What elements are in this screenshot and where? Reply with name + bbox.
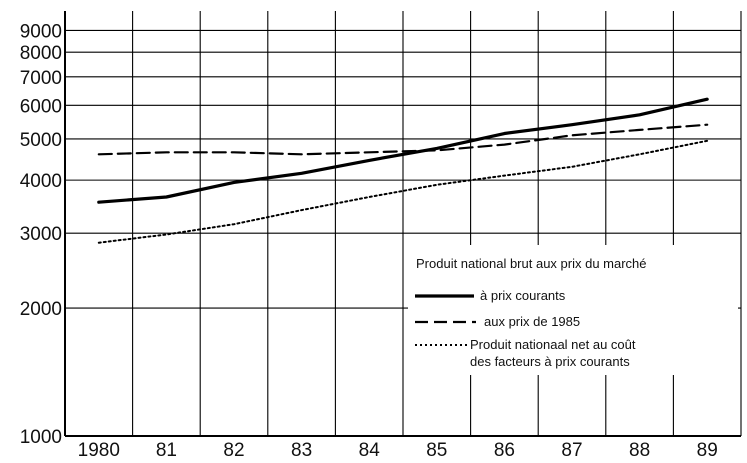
y-tick-label: 6000 bbox=[20, 96, 62, 117]
series-line-solid bbox=[97, 97, 709, 204]
y-tick-label: 3000 bbox=[20, 224, 62, 245]
y-tick-label: 8000 bbox=[20, 43, 62, 64]
y-tick-label: 1000 bbox=[20, 427, 62, 448]
x-tick-label: 84 bbox=[359, 440, 381, 461]
x-tick-label: 86 bbox=[494, 440, 515, 461]
y-tick-label: 4000 bbox=[20, 171, 62, 192]
x-tick-label: 1980 bbox=[78, 440, 120, 461]
legend-label-pnn-line1: Produit nationaal net au coût bbox=[470, 337, 636, 352]
x-tick-label: 89 bbox=[697, 440, 718, 461]
legend-label-pnn-line2: des facteurs à prix courants bbox=[470, 354, 630, 369]
y-tick-label: 9000 bbox=[20, 21, 62, 42]
x-tick-label: 88 bbox=[629, 440, 650, 461]
legend-label-prix-1985: aux prix de 1985 bbox=[484, 314, 580, 329]
y-tick-label: 5000 bbox=[20, 130, 62, 151]
legend-label-prix-courants: à prix courants bbox=[480, 288, 566, 303]
legend: Produit national brut aux prix du marché… bbox=[408, 245, 738, 375]
y-tick-label: 2000 bbox=[20, 299, 62, 320]
series-lines bbox=[97, 97, 709, 244]
x-tick-label: 87 bbox=[561, 440, 582, 461]
legend-title: Produit national brut aux prix du marché bbox=[416, 256, 647, 271]
x-axis-tick-labels: 1980 81 82 83 84 85 86 87 88 89 bbox=[78, 440, 718, 461]
series-line-dotted bbox=[97, 139, 709, 244]
legend-background bbox=[408, 245, 738, 375]
x-tick-label: 81 bbox=[156, 440, 177, 461]
series-line-dashed bbox=[97, 123, 709, 156]
y-tick-label: 7000 bbox=[20, 68, 62, 89]
x-tick-label: 85 bbox=[426, 440, 447, 461]
x-tick-label: 83 bbox=[291, 440, 312, 461]
x-tick-label: 82 bbox=[223, 440, 244, 461]
